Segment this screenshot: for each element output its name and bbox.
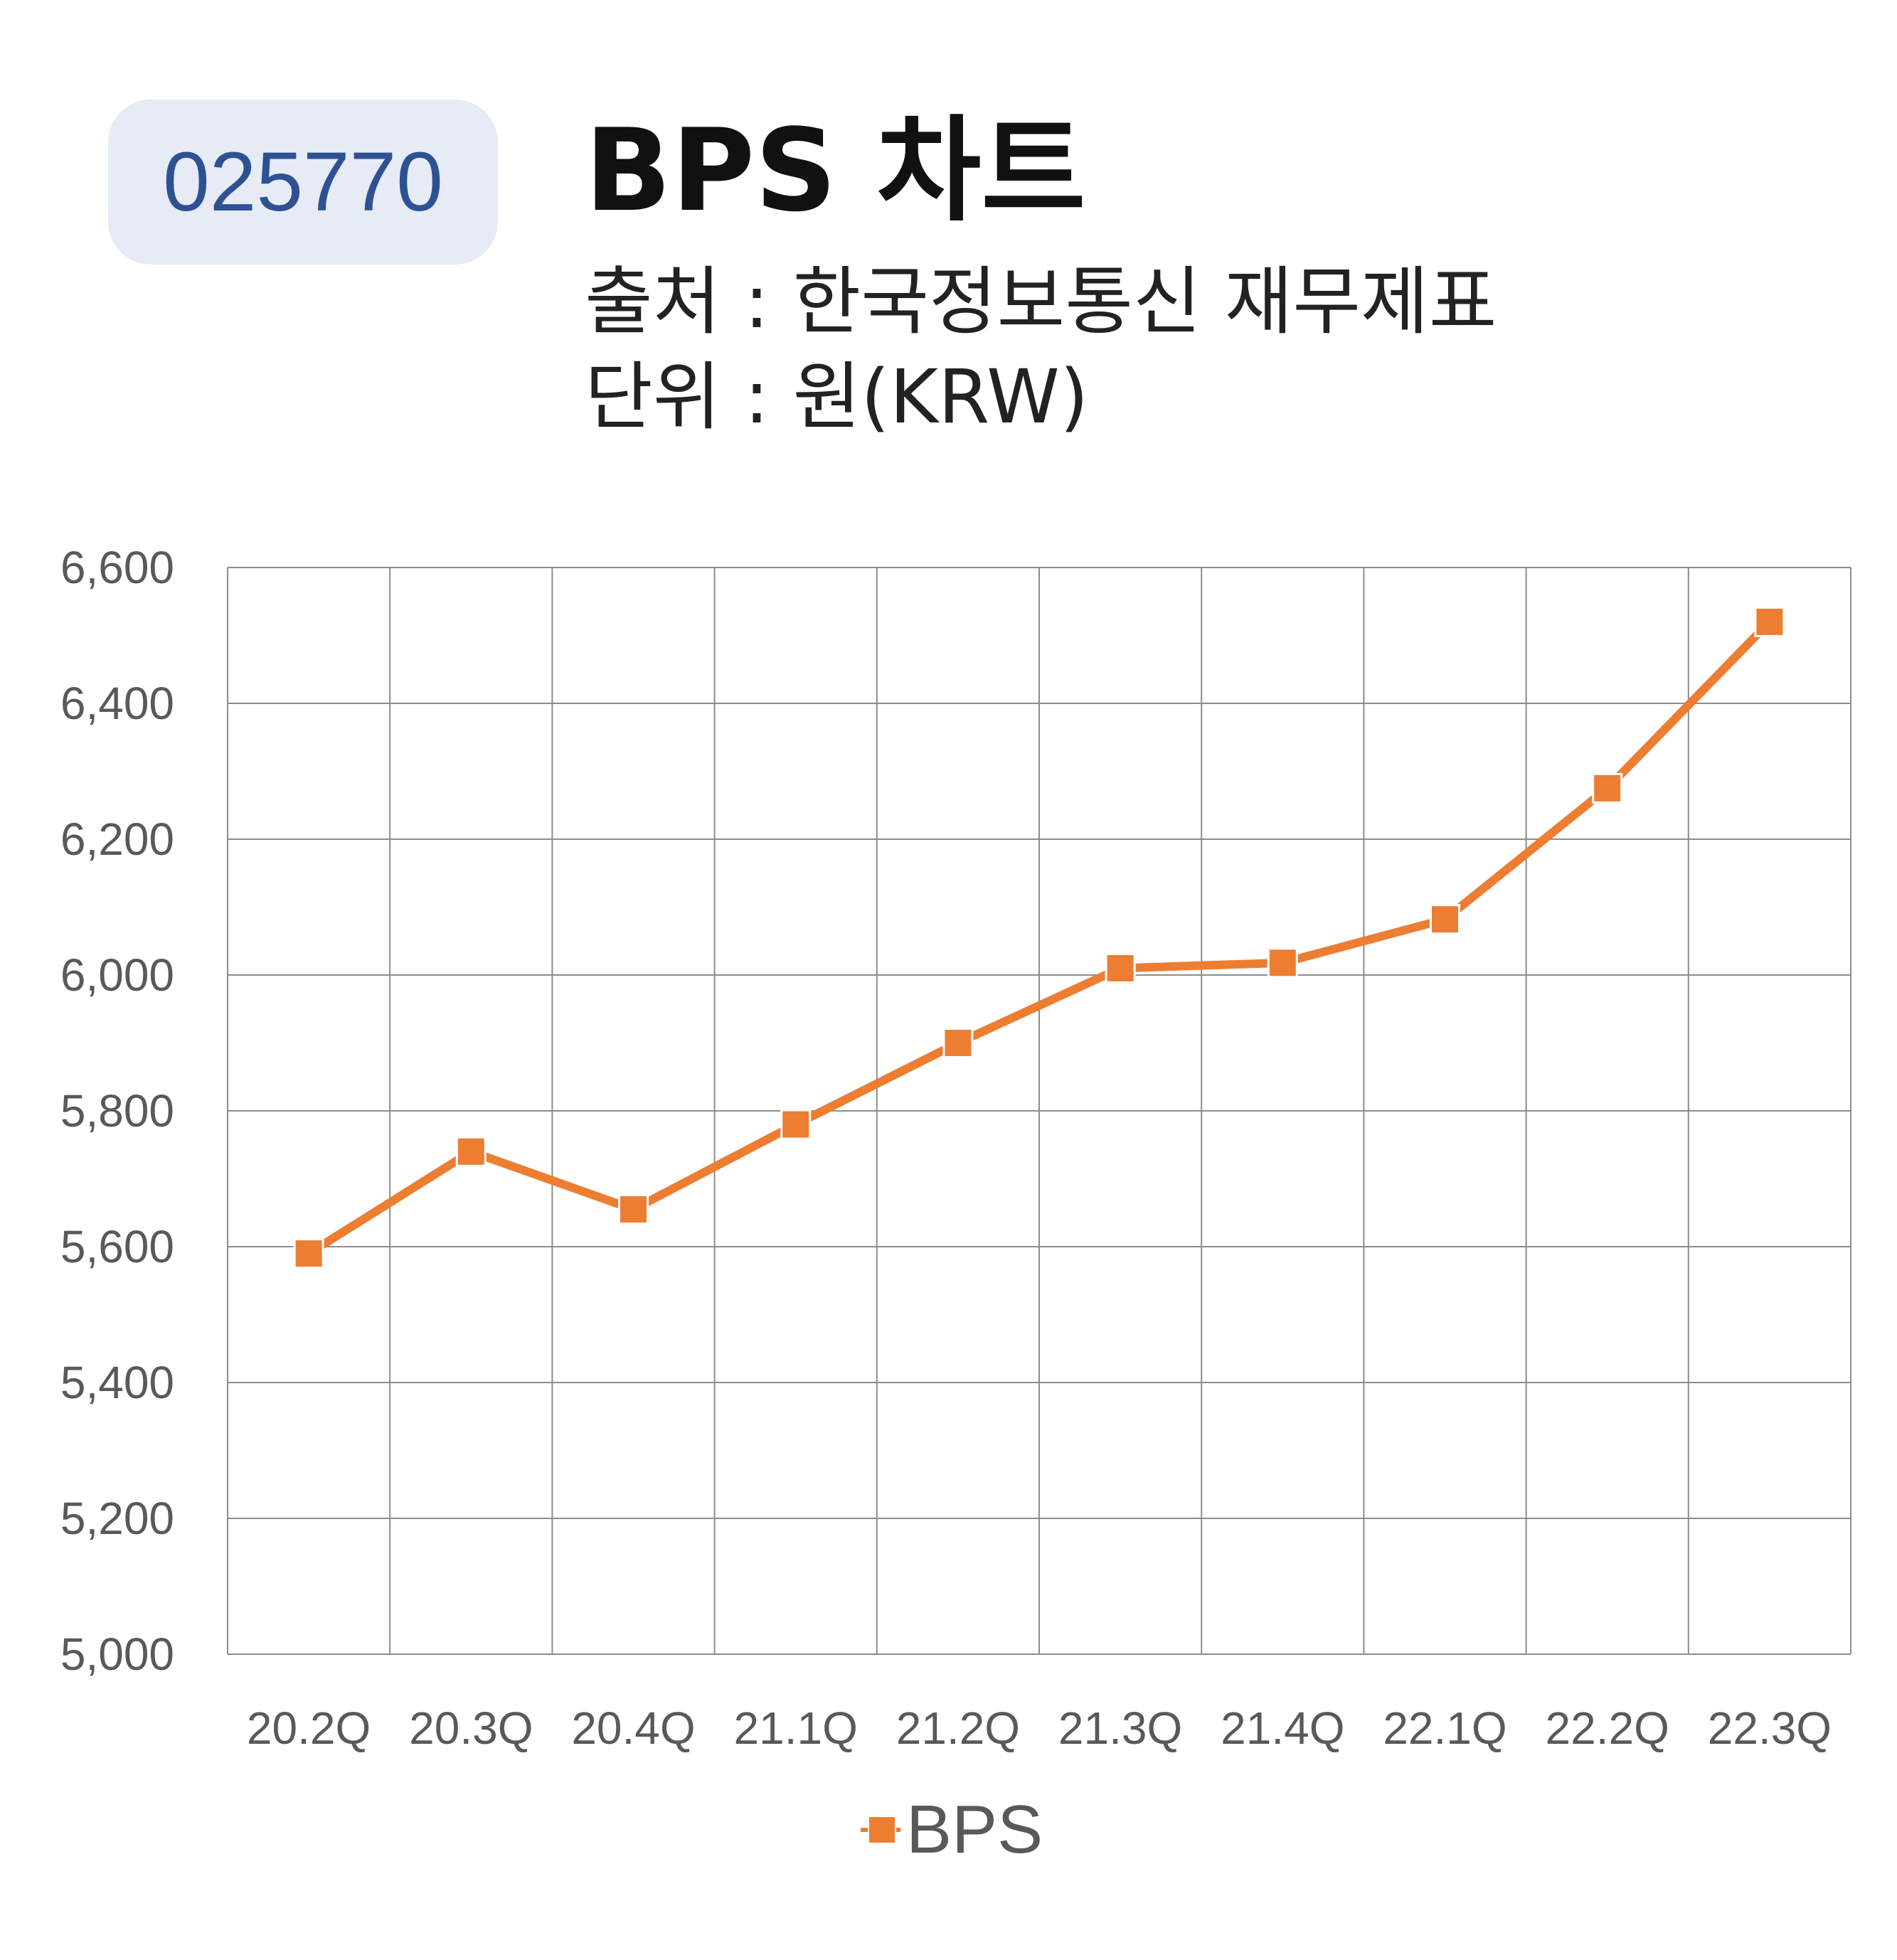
x-tick-label: 22.1Q (1383, 1703, 1507, 1754)
y-tick-label: 5,800 (60, 1085, 174, 1136)
unit-text: 단위 : 원(KRW) (585, 353, 1089, 440)
y-tick-label: 5,000 (60, 1629, 174, 1680)
y-tick-label: 5,600 (60, 1221, 174, 1272)
data-point (780, 1109, 812, 1140)
source-text: 출처 : 한국정보통신 재무제표 (585, 258, 1497, 345)
y-tick-label: 5,400 (60, 1357, 174, 1408)
legend: BPS (861, 1796, 1043, 1864)
y-axis-ticks: 5,000 5,200 5,400 5,600 5,800 6,000 6,200 6,400… (60, 542, 174, 1680)
x-axis-ticks: 20.2Q 20.3Q 20.4Q 21.1Q 21.2Q 21.3Q 21.4Q 22.1Q… (247, 1703, 1832, 1754)
series-line (306, 619, 1773, 1257)
data-point (942, 1028, 974, 1058)
y-tick-label: 6,400 (60, 678, 174, 729)
data-point (618, 1193, 649, 1225)
y-tick-label: 5,200 (60, 1493, 174, 1544)
x-tick-label: 22.2Q (1546, 1703, 1669, 1754)
data-point (1754, 606, 1785, 637)
y-tick-label: 6,200 (60, 814, 174, 865)
x-tick-label: 21.2Q (896, 1703, 1020, 1754)
data-point (1430, 904, 1460, 935)
legend-label-bps: BPS (906, 1791, 1043, 1868)
x-tick-label: 20.3Q (409, 1703, 533, 1754)
series-bps (293, 606, 1785, 1269)
x-tick-label: 20.2Q (247, 1703, 371, 1754)
data-point (1592, 772, 1623, 804)
data-point (1267, 947, 1298, 979)
y-tick-label: 6,000 (60, 949, 174, 1001)
data-point (1105, 952, 1136, 984)
y-tick-label: 6,600 (60, 542, 174, 593)
data-point (293, 1238, 324, 1269)
legend-marker-icon (861, 1816, 900, 1844)
stock-code-badge: 025770 (108, 100, 498, 265)
x-tick-label: 21.4Q (1221, 1703, 1344, 1754)
x-tick-label: 21.3Q (1058, 1703, 1182, 1754)
grid-lines (227, 567, 1851, 1655)
x-tick-label: 22.3Q (1708, 1703, 1832, 1754)
data-point (455, 1136, 487, 1167)
x-tick-label: 20.4Q (571, 1703, 695, 1754)
chart-title: BPS 차트 (585, 104, 1086, 237)
stock-code: 025770 (163, 135, 443, 229)
x-tick-label: 21.1Q (734, 1703, 858, 1754)
